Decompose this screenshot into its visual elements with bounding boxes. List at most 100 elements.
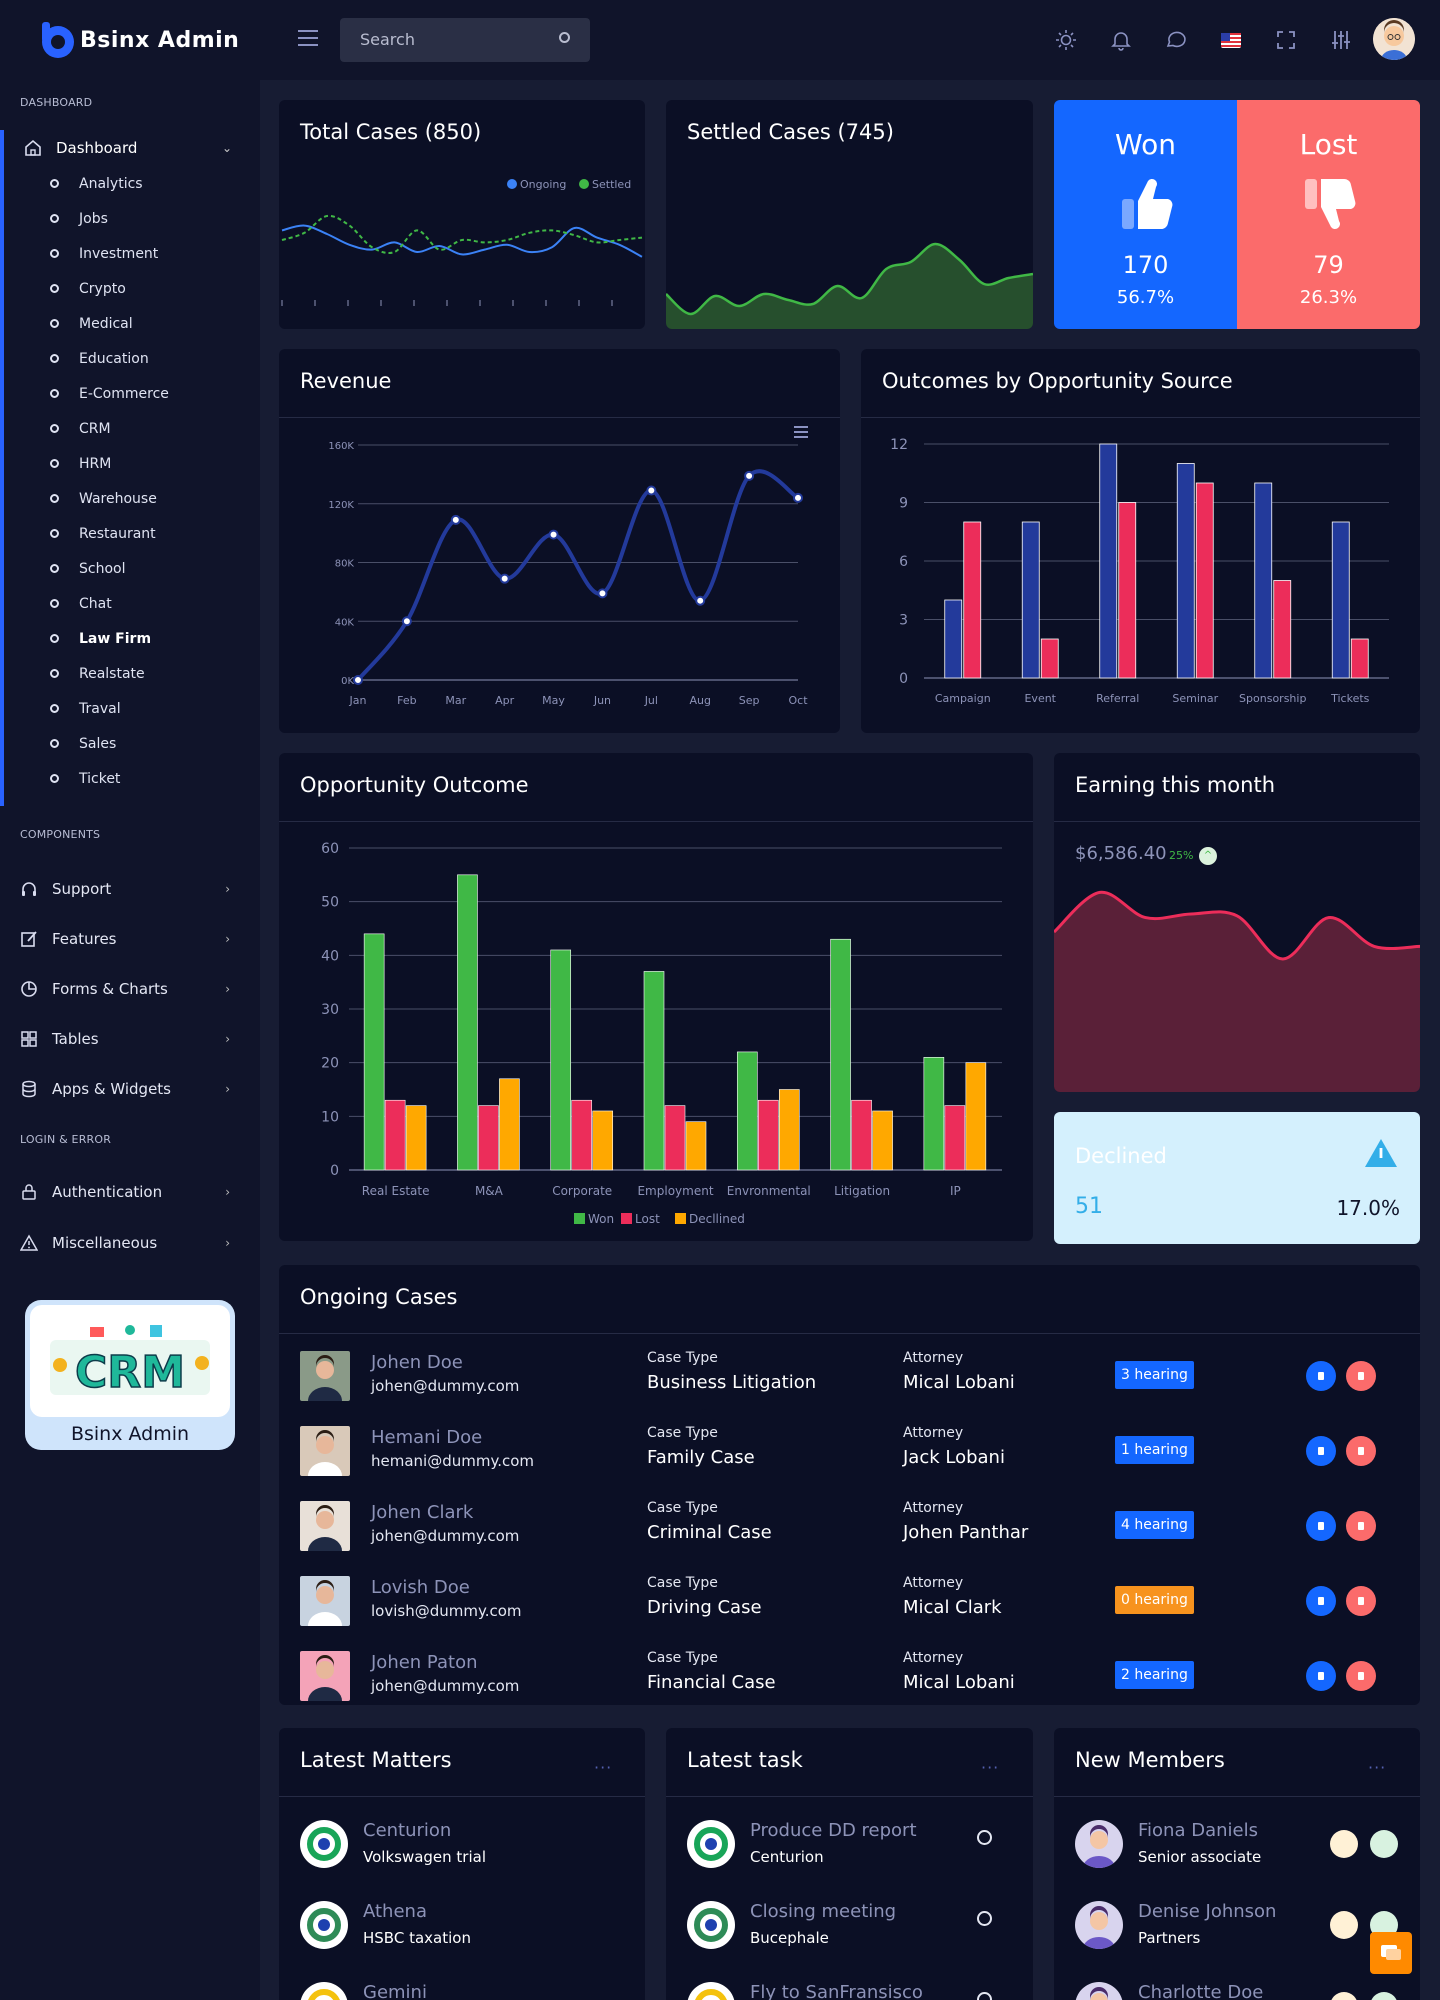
client-name[interactable]: Johen Clark (371, 1502, 474, 1523)
bar[interactable] (965, 1062, 987, 1171)
bar[interactable] (736, 1051, 758, 1171)
more-icon[interactable]: ··· (1368, 1758, 1387, 1777)
bar[interactable] (1118, 502, 1137, 679)
bar[interactable] (1021, 521, 1040, 679)
bar[interactable] (592, 1110, 614, 1171)
settings-sliders-icon[interactable] (1329, 28, 1353, 52)
sidebar-item-hrm[interactable]: HRM (4, 446, 260, 481)
sidebar-item-school[interactable]: School (4, 551, 260, 586)
bar[interactable] (1273, 580, 1292, 679)
sidebar-item-e-commerce[interactable]: E-Commerce (4, 376, 260, 411)
list-item[interactable]: Closing meeting Bucephale (687, 1901, 1027, 1961)
bar[interactable] (830, 938, 851, 1171)
edit-button[interactable] (1306, 1436, 1336, 1466)
bar[interactable] (778, 1089, 800, 1171)
delete-button[interactable] (1346, 1361, 1376, 1391)
item-title[interactable]: Athena (363, 1901, 427, 1922)
bar[interactable] (478, 1105, 499, 1171)
data-point[interactable] (695, 595, 706, 606)
item-title[interactable]: Produce DD report (750, 1820, 917, 1841)
delete-button[interactable] (1346, 1511, 1376, 1541)
sun-icon[interactable] (1054, 28, 1078, 52)
delete-button[interactable] (1346, 1436, 1376, 1466)
app-logo[interactable]: Bsinx Admin (0, 0, 260, 80)
list-item[interactable]: Produce DD report Centurion (687, 1820, 1027, 1880)
phone-icon[interactable] (1330, 1830, 1358, 1858)
bar[interactable] (1350, 638, 1369, 679)
item-title[interactable]: Charlotte Doe (1138, 1982, 1264, 2000)
sidebar-item-sales[interactable]: Sales (4, 726, 260, 761)
sidebar-item-education[interactable]: Education (4, 341, 260, 376)
sidebar-item-forms-charts[interactable]: Forms & Charts › (0, 974, 260, 1004)
data-point[interactable] (646, 485, 657, 496)
edit-button[interactable] (1306, 1361, 1336, 1391)
sidebar-item-crypto[interactable]: Crypto (4, 271, 260, 306)
sidebar-item-investment[interactable]: Investment (4, 236, 260, 271)
edit-button[interactable] (1306, 1586, 1336, 1616)
more-icon[interactable]: ··· (594, 1758, 613, 1777)
fullscreen-icon[interactable] (1274, 28, 1298, 52)
case-row[interactable]: Lovish Doe lovish@dummy.com Case Type Drivi… (279, 1560, 1420, 1635)
item-title[interactable]: Gemini (363, 1982, 427, 2000)
bar[interactable] (571, 1099, 593, 1171)
case-row[interactable]: Johen Paton johen@dummy.com Case Type Finan… (279, 1635, 1420, 1705)
item-title[interactable]: Centurion (363, 1820, 452, 1841)
sidebar-item-tables[interactable]: Tables › (0, 1024, 260, 1054)
bar[interactable] (384, 1099, 406, 1171)
phone-icon[interactable] (1330, 1911, 1358, 1939)
sidebar-item-miscellaneous[interactable]: Miscellaneous › (0, 1228, 260, 1258)
sidebar-item-features[interactable]: Features › (0, 924, 260, 954)
bar[interactable] (1099, 443, 1118, 679)
bar[interactable] (1176, 463, 1195, 679)
sidebar-item-chat[interactable]: Chat (4, 586, 260, 621)
list-item[interactable]: Fly to SanFransisco (687, 1982, 1027, 2000)
sidebar-item-support[interactable]: Support › (0, 874, 260, 904)
sidebar-item-crm[interactable]: CRM (4, 411, 260, 446)
bar[interactable] (499, 1078, 520, 1171)
sidebar-item-authentication[interactable]: Authentication › (0, 1177, 260, 1207)
bar[interactable] (664, 1105, 686, 1171)
sidebar-item-analytics[interactable]: Analytics (4, 166, 260, 201)
bar[interactable] (757, 1099, 779, 1171)
sidebar-item-medical[interactable]: Medical (4, 306, 260, 341)
client-name[interactable]: Hemani Doe (371, 1427, 483, 1448)
client-name[interactable]: Johen Doe (371, 1352, 463, 1373)
case-row[interactable]: Hemani Doe hemani@dummy.com Case Type Famil… (279, 1410, 1420, 1485)
sidebar-item-realstate[interactable]: Realstate (4, 656, 260, 691)
chat-icon[interactable] (1164, 28, 1188, 52)
client-name[interactable]: Lovish Doe (371, 1577, 470, 1598)
list-item[interactable]: Fiona Daniels Senior associate (1075, 1820, 1415, 1880)
bar[interactable] (363, 933, 385, 1171)
case-row[interactable]: Johen Clark johen@dummy.com Case Type Crimi… (279, 1485, 1420, 1560)
item-title[interactable]: Fiona Daniels (1138, 1820, 1258, 1841)
bar[interactable] (851, 1099, 872, 1171)
data-point[interactable] (597, 588, 608, 599)
task-checkbox[interactable] (977, 1992, 992, 2000)
data-point[interactable] (744, 470, 755, 481)
task-checkbox[interactable] (977, 1830, 992, 1845)
message-icon[interactable] (1370, 1992, 1398, 2000)
bar[interactable] (1040, 638, 1059, 679)
list-item[interactable]: Denise Johnson Partners (1075, 1901, 1415, 1961)
search-icon[interactable] (559, 32, 570, 43)
list-item[interactable]: Athena HSBC taxation (300, 1901, 640, 1961)
bell-icon[interactable] (1109, 28, 1133, 52)
bar[interactable] (457, 874, 478, 1171)
edit-button[interactable] (1306, 1511, 1336, 1541)
sidebar-item-restaurant[interactable]: Restaurant (4, 516, 260, 551)
list-item[interactable]: Charlotte Doe (1075, 1982, 1415, 2000)
us-flag-icon[interactable] (1219, 28, 1243, 52)
bar[interactable] (923, 1056, 945, 1171)
bar[interactable] (550, 949, 572, 1171)
sidebar-item-ticket[interactable]: Ticket (4, 761, 260, 796)
chat-fab-button[interactable] (1370, 1932, 1412, 1974)
bar[interactable] (944, 1105, 966, 1171)
client-name[interactable]: Johen Paton (371, 1652, 478, 1673)
bar[interactable] (405, 1105, 427, 1171)
bar[interactable] (963, 521, 982, 679)
more-icon[interactable]: ··· (981, 1758, 1000, 1777)
sidebar-item-law-firm[interactable]: Law Firm (4, 621, 260, 656)
case-row[interactable]: Johen Doe johen@dummy.com Case Type Busines… (279, 1335, 1420, 1410)
chart-menu-icon[interactable] (794, 426, 808, 438)
data-point[interactable] (793, 492, 803, 503)
